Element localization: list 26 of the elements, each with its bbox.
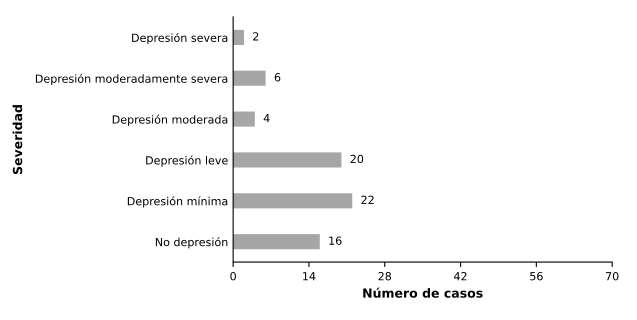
bar — [233, 193, 352, 208]
data-label: 2 — [253, 32, 258, 40]
x-axis-title: Número de casos — [363, 288, 483, 298]
bar — [233, 30, 244, 45]
y-tick-label: Depresión severa — [132, 32, 228, 44]
data-label: 4 — [264, 114, 270, 122]
y-tick-label: Depresión moderada — [112, 114, 228, 126]
x-tick-label: 14 — [303, 272, 316, 280]
x-tick-label: 70 — [606, 272, 618, 280]
bar — [233, 234, 320, 250]
bar — [233, 152, 342, 168]
y-tick-label: Depresión moderadamente severa — [36, 74, 228, 85]
data-label: 20 — [350, 154, 364, 164]
y-tick-label: Depresión leve — [146, 156, 228, 167]
y-axis-title: Severidad — [12, 105, 22, 174]
y-tick-label: Depresión mínima — [128, 196, 228, 208]
x-tick-label: 56 — [530, 272, 543, 280]
data-label: 16 — [329, 236, 342, 245]
x-tick-label: 28 — [378, 272, 392, 280]
bar — [233, 70, 266, 86]
y-tick-label: No depresión — [156, 237, 228, 248]
data-label: 22 — [361, 196, 374, 204]
x-tick-label: 42 — [454, 272, 467, 280]
bar — [233, 112, 255, 127]
data-label: 6 — [274, 73, 280, 82]
x-tick-label: 0 — [230, 272, 236, 280]
